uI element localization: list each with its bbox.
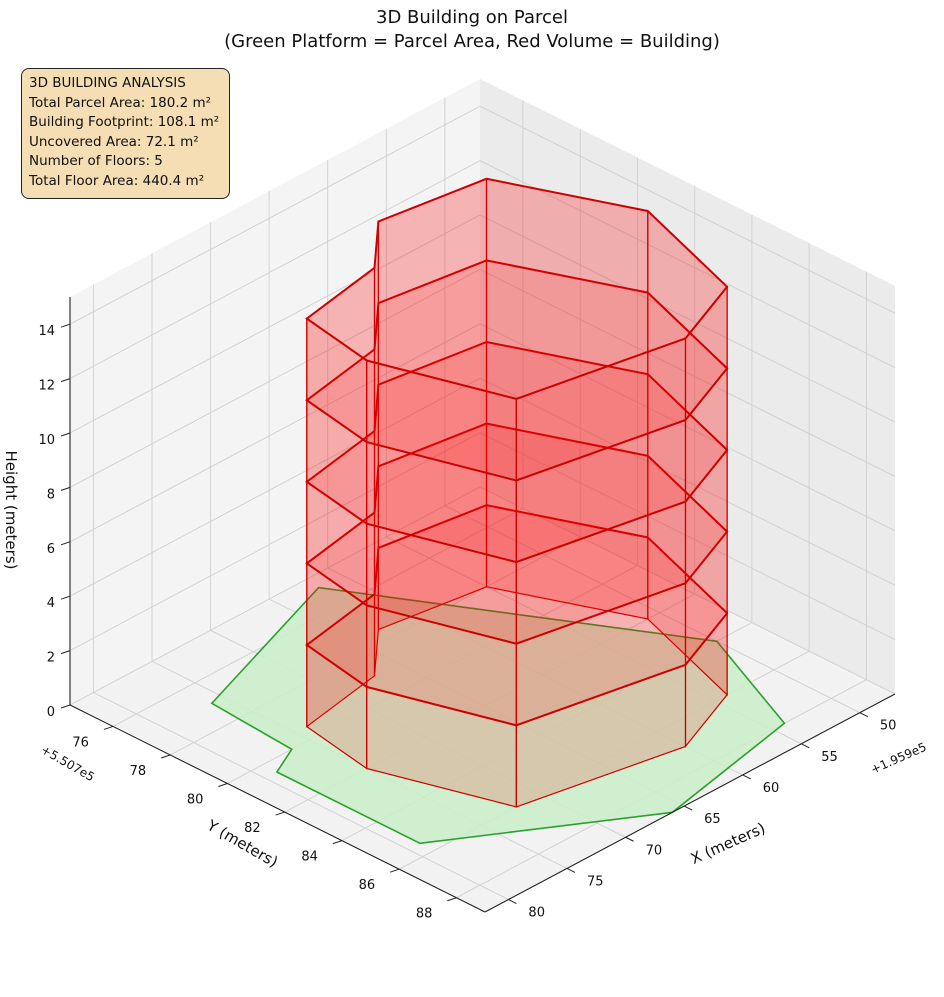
z-tick-label: 10 <box>38 433 55 448</box>
z-tick-label: 8 <box>47 487 55 502</box>
y-tick-mark <box>218 783 228 787</box>
chart-subtitle: (Green Platform = Parcel Area, Red Volum… <box>224 31 720 52</box>
y-tick-mark <box>389 868 400 873</box>
z-tick-label: 4 <box>47 596 55 611</box>
y-tick-mark <box>161 754 171 759</box>
x-tick-mark <box>508 899 517 904</box>
x-tick-mark <box>683 805 693 811</box>
info-line-floor-area: Total Floor Area: 440.4 m² <box>29 172 205 189</box>
building-volume <box>305 177 729 808</box>
info-heading: 3D BUILDING ANALYSIS <box>29 75 186 91</box>
z-grid-line <box>69 160 896 379</box>
z-tick-mark <box>60 432 71 437</box>
y-tick-label: 82 <box>244 821 261 836</box>
y-tick-label: 78 <box>130 764 147 779</box>
x-tick-label: 50 <box>880 719 897 734</box>
x-tick-label: 65 <box>704 812 721 827</box>
y-tick-label: 76 <box>72 735 89 750</box>
tick-labels: 50 55 60 65 70 75 80 76 78 80 82 84 86 88 0 2 4 6 8 10 12 14 <box>38 324 896 922</box>
info-line-uncovered: Uncovered Area: 72.1 m² <box>29 133 199 150</box>
x-tick-mark <box>801 743 810 749</box>
y-axis-line <box>69 704 486 913</box>
y-tick-label: 84 <box>301 850 318 865</box>
x-tick-label: 55 <box>821 750 838 765</box>
z-grid-line <box>69 214 896 434</box>
z-grid-line <box>69 432 896 651</box>
z-grid-line <box>69 377 896 597</box>
z-tick-mark <box>60 541 71 546</box>
z-tick-mark <box>60 486 71 491</box>
floor-slab-outline <box>305 177 729 400</box>
y-tick-mark <box>103 725 114 730</box>
z-grid-line <box>69 323 896 543</box>
x-axis-line <box>484 693 896 913</box>
x-axis-label: X (meters) <box>688 819 768 868</box>
z-tick-mark <box>60 595 71 600</box>
y-axis-label: Y (meters) <box>203 816 281 871</box>
z-grid-line <box>69 268 896 488</box>
x-tick-label: 60 <box>763 781 780 796</box>
z-tick-label: 14 <box>38 324 55 339</box>
y-tick-mark <box>275 811 285 816</box>
z-grid-line <box>69 486 896 706</box>
y-tick-label: 80 <box>187 793 204 808</box>
z-tick-label: 0 <box>47 705 55 720</box>
y-tick-mark <box>447 897 457 902</box>
y-tick-label: 86 <box>359 878 376 893</box>
z-tick-mark <box>60 704 71 709</box>
y-tick-label: 88 <box>416 907 433 922</box>
z-axis-label: Height (meters) <box>2 451 20 570</box>
z-tick-mark <box>60 378 71 383</box>
y-tick-mark <box>332 840 343 845</box>
z-tick-mark <box>60 650 71 655</box>
z-tick-label: 12 <box>38 379 55 394</box>
x-tick-mark <box>742 774 751 780</box>
z-tick-label: 2 <box>47 651 55 666</box>
x-tick-mark <box>625 836 634 842</box>
chart-title: 3D Building on Parcel <box>376 7 568 28</box>
x-offset-label: +1.959e5 <box>869 740 929 777</box>
parcel-polygon <box>210 586 786 845</box>
x-tick-label: 75 <box>587 874 604 889</box>
x-tick-label: 70 <box>646 843 663 858</box>
analysis-info-box: 3D BUILDING ANALYSIS Total Parcel Area: … <box>21 68 230 199</box>
x-tick-mark <box>566 867 576 873</box>
back-left-pane <box>480 79 895 694</box>
info-line-floors: Number of Floors: 5 <box>29 153 163 169</box>
x-tick-mark <box>859 712 869 718</box>
z-grid-line <box>69 105 896 325</box>
axis-lines <box>60 297 896 913</box>
z-tick-label: 6 <box>47 542 55 557</box>
parcel-platform <box>210 586 786 845</box>
info-line-parcel-area: Total Parcel Area: 180.2 m² <box>29 94 212 111</box>
x-tick-label: 80 <box>528 906 545 921</box>
z-tick-mark <box>60 323 71 328</box>
info-line-footprint: Building Footprint: 108.1 m² <box>29 114 220 130</box>
